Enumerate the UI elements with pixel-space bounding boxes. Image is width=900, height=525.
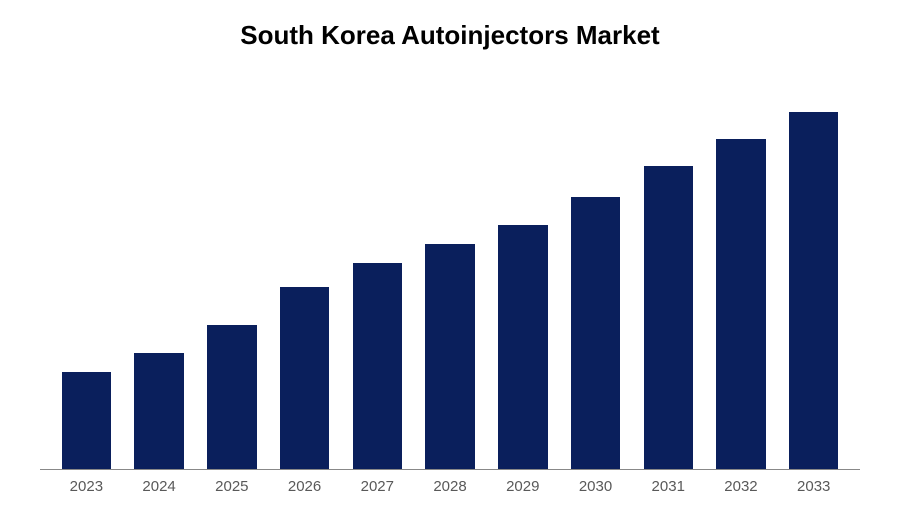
bar [280, 287, 329, 469]
bar-group [270, 81, 339, 469]
bar [425, 244, 474, 469]
bar-group [707, 81, 776, 469]
x-axis-label: 2030 [559, 478, 632, 495]
bar [789, 112, 838, 469]
bar-group [343, 81, 412, 469]
bar [62, 372, 111, 469]
bar-group [416, 81, 485, 469]
bar-group [52, 81, 121, 469]
bar [571, 197, 620, 469]
bar-group [561, 81, 630, 469]
x-axis-label: 2028 [414, 478, 487, 495]
x-axis-label: 2023 [50, 478, 123, 495]
bar [644, 166, 693, 469]
x-axis-label: 2031 [632, 478, 705, 495]
x-axis-label: 2025 [195, 478, 268, 495]
plot-area [40, 81, 860, 470]
bar [353, 263, 402, 469]
x-axis-label: 2033 [777, 478, 850, 495]
x-axis-label: 2032 [705, 478, 778, 495]
bar-group [779, 81, 848, 469]
x-axis-label: 2024 [123, 478, 196, 495]
bar-group [125, 81, 194, 469]
bar [134, 353, 183, 469]
bar [716, 139, 765, 469]
x-axis-label: 2029 [486, 478, 559, 495]
bar [207, 325, 256, 469]
chart-container: South Korea Autoinjectors Market 2023202… [0, 0, 900, 525]
bar-group [488, 81, 557, 469]
bar-group [634, 81, 703, 469]
chart-title: South Korea Autoinjectors Market [40, 20, 860, 51]
x-axis-label: 2027 [341, 478, 414, 495]
x-axis-labels: 2023202420252026202720282029203020312032… [40, 470, 860, 495]
bar-group [197, 81, 266, 469]
bar [498, 225, 547, 469]
x-axis-label: 2026 [268, 478, 341, 495]
